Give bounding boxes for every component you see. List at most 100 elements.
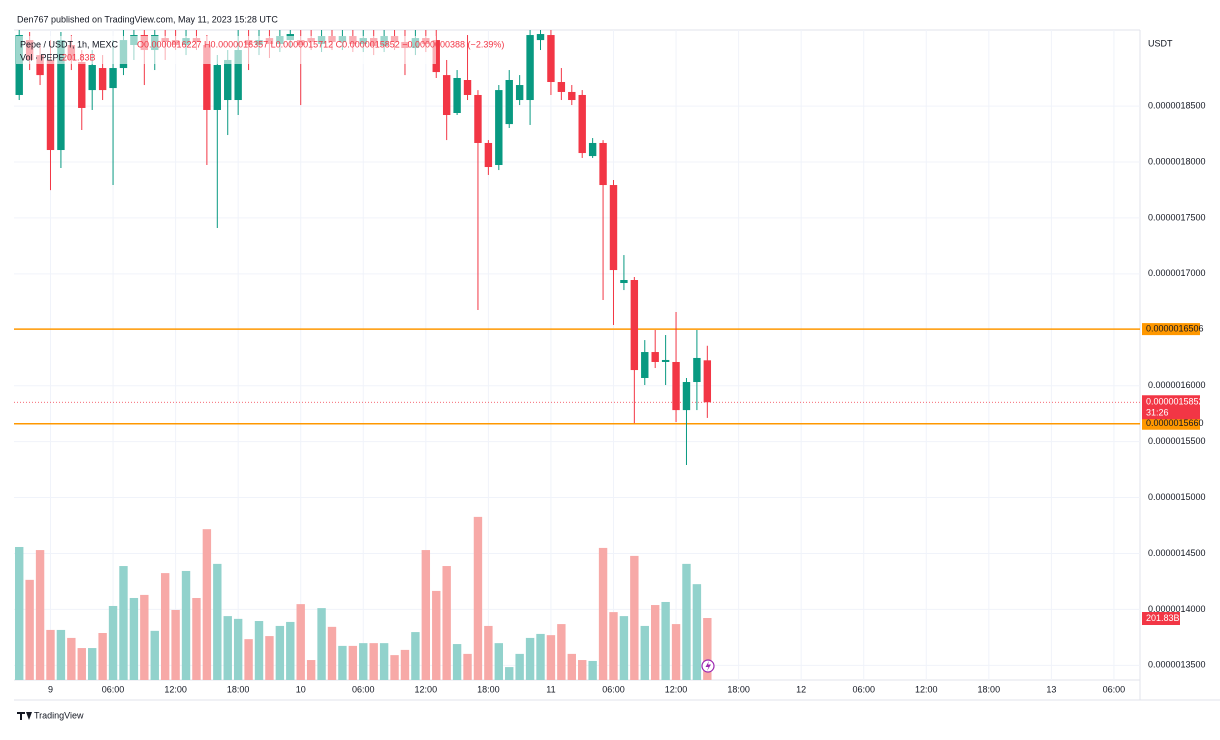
volume-bar [692,584,702,680]
candle-body [88,65,96,91]
volume-bar [192,597,201,680]
y-tick-label: 0.0000014500 [1148,548,1206,558]
volume-bar [317,608,326,680]
volume-bar [661,601,670,680]
x-tick-label: 18:00 [477,684,500,694]
volume-bar [640,625,649,680]
y-tick-label: 0.0000016000 [1148,380,1206,390]
volume-bar [379,643,389,680]
candle-body [641,352,649,378]
candle-body [557,82,566,92]
candle-body [505,80,513,125]
candle-body [432,40,440,73]
candle-body [661,359,670,362]
volume-bar [452,644,462,680]
candle-body [442,75,451,116]
volume-bar [400,649,410,680]
legend-symbol: Pepe / USDT, 1h, MEXC [20,39,119,49]
volume-bar [671,624,681,680]
candle-body [620,280,628,284]
candle-body [98,68,107,91]
last-price-countdown: 31:26 [1146,408,1169,418]
volume-bar [171,609,180,680]
volume-bar [348,645,358,680]
candle-body [672,361,680,411]
volume-bar [213,563,222,680]
level-label: 0.0000015660 [1146,418,1204,428]
volume-bar [244,639,253,680]
candle-body [526,35,534,101]
volume-bar [46,629,55,680]
volume-bar [140,594,149,680]
volume-bar [515,653,524,680]
legend-volume-value: 201.83B [62,52,96,62]
x-tick-label: 9 [48,684,53,694]
level-label: 0.0000016506 [1146,323,1204,333]
candle-layer [15,30,712,466]
volume-bar [630,555,639,680]
volume-bar [56,629,66,680]
volume-bar [432,590,441,680]
y-tick-label: 0.0000015000 [1148,492,1206,502]
candle-body [682,382,691,411]
x-tick-label: 10 [296,684,306,694]
x-tick-label: 18:00 [227,684,250,694]
volume-bar [233,618,243,680]
level-layer [14,328,1140,425]
volume-bar [286,621,295,680]
volume-bar [619,616,629,680]
publisher-line: Den767 published on TradingView.com, May… [17,14,278,24]
volume-bar [411,632,420,680]
candle-body [495,90,503,166]
y-tick-label: 0.0000018500 [1148,100,1206,110]
volume-bar [567,653,576,680]
volume-bar [525,637,535,680]
volume-bar [703,618,712,680]
candle-body [609,185,618,271]
y-tick-label: 0.0000014000 [1148,604,1206,614]
x-tick-label: 06:00 [602,684,625,694]
candle-body [547,35,555,83]
volume-bar [77,648,86,680]
candle-body [484,142,493,168]
volume-bar [202,529,212,680]
level-label-box [1142,323,1200,336]
candle-body [599,142,607,186]
candle-body [453,77,461,113]
volume-bar [327,626,337,680]
x-tick-label: 06:00 [852,684,875,694]
candle-body [57,40,65,151]
legend-backdrop [16,36,436,64]
y-tick-label: 0.0000015500 [1148,436,1206,446]
volume-bar [442,566,451,680]
candle-body [568,91,576,101]
volume-bar [265,636,274,680]
candle-body [463,80,472,95]
volume-bar [150,630,159,680]
candle-body [630,280,639,371]
volume-bar [223,616,232,680]
candle-body [703,360,712,403]
candle-body [536,34,545,41]
level-label-box [1142,417,1200,430]
volume-bar [494,643,504,680]
volume-bar [369,643,378,680]
x-tick-label: 06:00 [1103,684,1126,694]
candle-body [224,59,232,101]
candle-body [46,59,55,151]
volume-bar [546,635,556,680]
candle-body [578,94,586,154]
volume-bar [484,625,493,680]
last-price-box [1142,395,1200,420]
volume-bar [390,655,399,680]
volume-bar [682,563,691,680]
candle-body [203,44,211,110]
candle-body [474,94,482,143]
y-tick-label: 0.0000013500 [1148,660,1206,670]
volume-bar [609,612,618,680]
candle-body [588,142,597,157]
volume-bar [87,648,97,680]
volume-bar [275,625,285,680]
volume-bar [119,566,128,680]
candle-body [109,68,117,89]
